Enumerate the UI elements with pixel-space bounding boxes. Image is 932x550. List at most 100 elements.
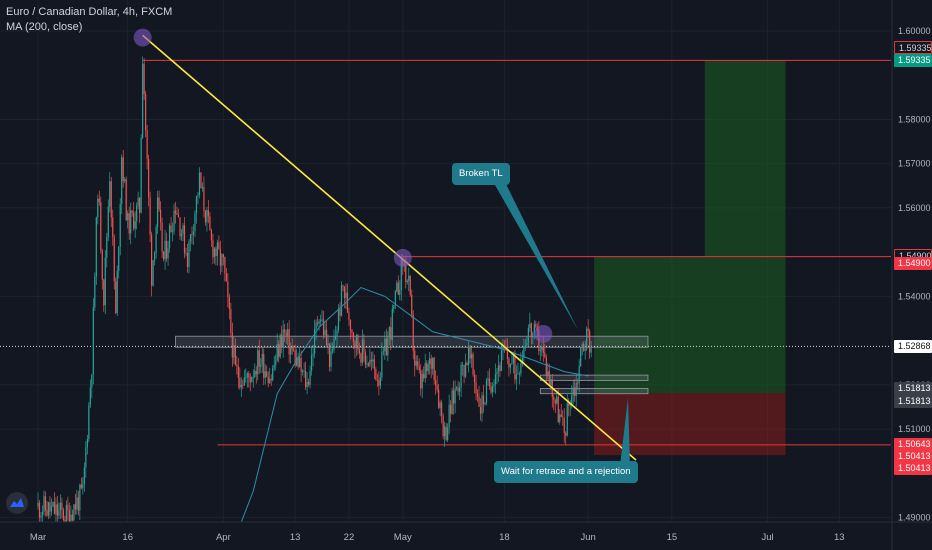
candle-body	[370, 359, 372, 362]
candle-body	[179, 217, 181, 237]
candle-body	[273, 364, 275, 368]
candle-body	[142, 63, 144, 138]
candle-body	[497, 365, 500, 372]
price-tag-stop: 1.50413	[894, 462, 932, 476]
candle-body	[559, 414, 561, 422]
candle-body	[554, 399, 556, 404]
candle-body	[161, 222, 163, 252]
candle-body	[282, 329, 284, 348]
candle-body	[544, 352, 546, 358]
candle-body	[233, 345, 235, 358]
candle-body	[207, 210, 210, 217]
candle-body	[435, 380, 437, 386]
swing-markers	[133, 28, 553, 343]
candle-body	[267, 376, 269, 383]
tradingview-logo-icon[interactable]	[6, 492, 28, 514]
candle-body	[225, 273, 227, 282]
candle-body	[104, 257, 106, 306]
candle-body	[493, 384, 495, 387]
x-tick-label: 13	[290, 532, 301, 543]
candle-body	[195, 195, 198, 214]
candle-body	[448, 404, 450, 428]
candle-body	[357, 335, 359, 350]
candle-body	[327, 343, 329, 346]
support-resistance-zone	[175, 335, 649, 348]
candle-body	[294, 350, 296, 366]
candle-body	[38, 502, 41, 518]
candle-body	[583, 343, 585, 351]
x-tick-label: 13	[834, 532, 845, 543]
candle-body	[227, 281, 229, 298]
candle-body	[55, 504, 57, 514]
candle-body	[246, 373, 248, 378]
candle-body	[243, 377, 245, 386]
symbol-title[interactable]: Euro / Canadian Dollar, 4h, FXCM	[6, 6, 173, 18]
candle-body	[424, 363, 426, 379]
candle-body	[251, 376, 253, 383]
candle-body	[186, 253, 189, 267]
candle-body	[200, 172, 202, 189]
candle-body	[157, 197, 159, 228]
candle-body	[299, 357, 301, 368]
candle-body	[133, 212, 135, 229]
candle-body	[73, 504, 75, 521]
candle-body	[118, 246, 120, 271]
candle-body	[420, 370, 422, 389]
candle-body	[79, 484, 81, 511]
candle-body	[239, 377, 241, 388]
candle-series	[37, 56, 592, 522]
candle-body	[319, 319, 322, 322]
candle-body	[372, 359, 374, 362]
candle-body	[539, 350, 541, 352]
candle-body	[89, 387, 91, 406]
candle-body	[287, 329, 289, 336]
indicator-label[interactable]: MA (200, close)	[6, 21, 83, 33]
candle-body	[68, 510, 70, 522]
candle-body	[218, 242, 220, 250]
candle-body	[310, 355, 313, 371]
candle-body	[62, 509, 65, 520]
candle-body	[85, 447, 87, 468]
profit-zone	[594, 256, 786, 394]
candle-body	[86, 439, 88, 448]
candle-body	[535, 323, 537, 327]
candle-body	[572, 387, 574, 396]
candle-body	[275, 360, 277, 365]
candle-body	[302, 370, 304, 372]
candle-body	[236, 364, 238, 367]
candle-body	[171, 231, 174, 233]
price-tag-stop: 1.54900	[894, 256, 932, 270]
candle-body	[460, 364, 462, 388]
profit-zone-extended	[704, 60, 786, 257]
candle-body	[198, 172, 201, 195]
candle-body	[548, 371, 550, 385]
candle-body	[482, 395, 485, 405]
candle-body	[52, 501, 54, 507]
candle-body	[248, 373, 250, 378]
candle-body	[197, 194, 199, 196]
candle-body	[550, 379, 552, 385]
candle-body	[165, 240, 168, 259]
candle-body	[154, 253, 156, 261]
candle-body	[206, 210, 208, 223]
candle-body	[456, 387, 458, 389]
candle-body	[37, 502, 39, 507]
candle-body	[330, 351, 332, 367]
candle-body	[367, 363, 369, 366]
candle-body	[252, 376, 254, 378]
price-tag-stop: 1.50643	[894, 438, 932, 452]
candle-body	[481, 395, 483, 414]
x-tick-label: 18	[499, 532, 510, 543]
trendline[interactable]	[142, 34, 637, 466]
candle-body	[261, 354, 263, 365]
candle-body	[457, 387, 459, 392]
candle-body	[215, 248, 217, 257]
candle-body	[439, 402, 441, 408]
price-tag-current: 1.52868	[894, 339, 932, 353]
candle-body	[506, 348, 509, 359]
candle-body	[494, 374, 497, 385]
candle-body	[421, 374, 423, 389]
candle-body	[545, 357, 547, 376]
